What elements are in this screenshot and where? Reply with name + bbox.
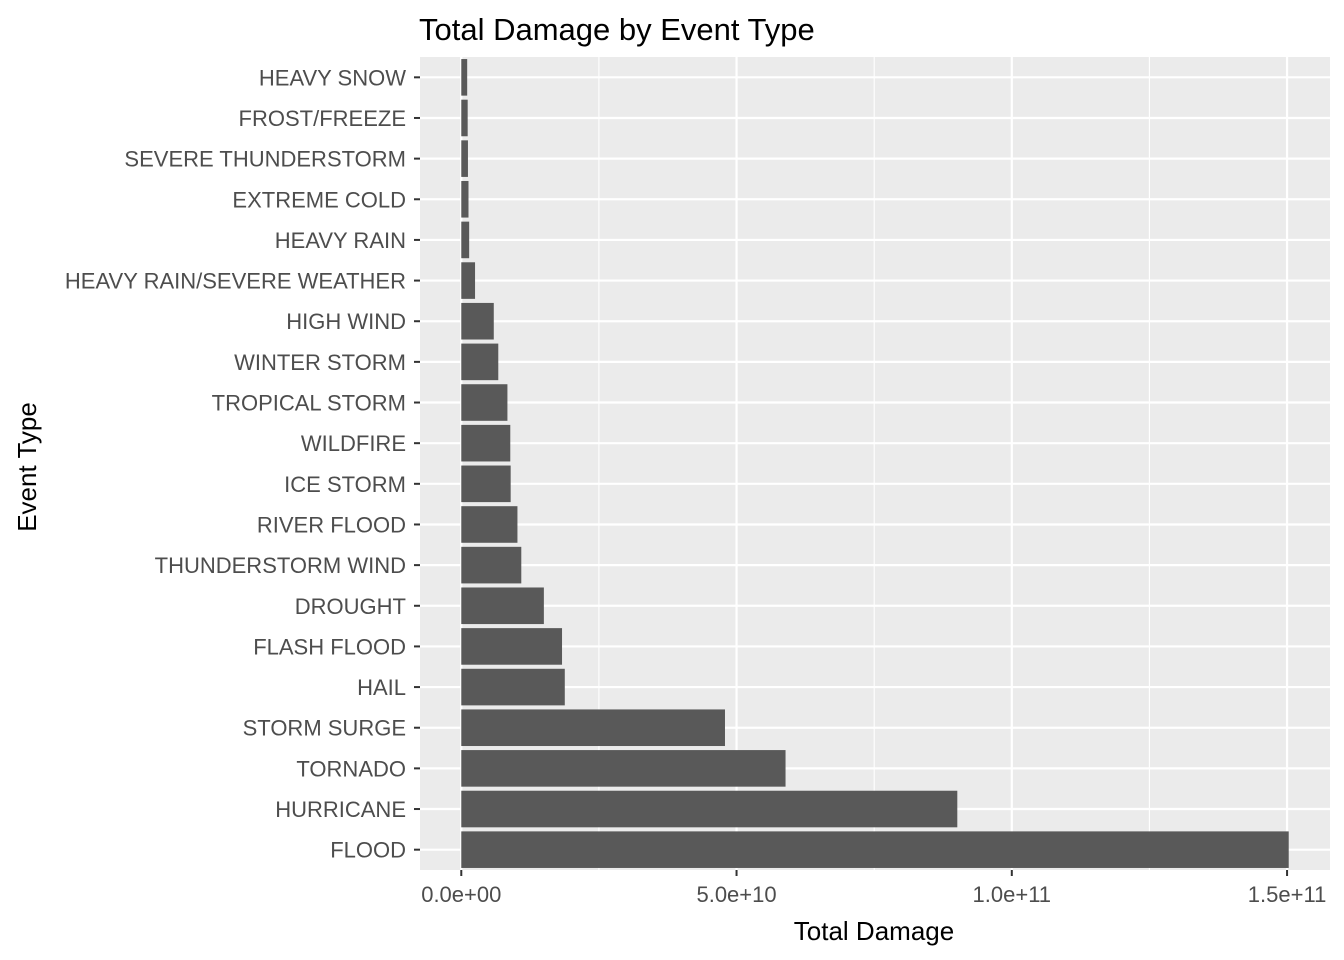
y-tick-label: FROST/FREEZE (239, 106, 406, 131)
bar-high-wind (461, 302, 494, 340)
x-tick-label: 1.0e+11 (973, 882, 1052, 907)
y-tick-label: RIVER FLOOD (257, 512, 406, 537)
bar-drought (461, 587, 544, 625)
bar-tropical-storm (461, 384, 508, 421)
y-axis-title: Event Type (12, 402, 42, 532)
y-tick-label: FLOOD (330, 838, 406, 863)
y-tick-label: EXTREME COLD (232, 187, 406, 212)
bar-river-flood (461, 506, 518, 543)
y-tick-label: WINTER STORM (234, 350, 406, 375)
bar-heavy-rain (461, 221, 470, 259)
y-tick-label: HEAVY RAIN (275, 228, 406, 253)
major-gridlines (420, 57, 1330, 870)
x-tick-label: 1.5e+11 (1248, 882, 1327, 907)
bar-thunderstorm-wind (461, 546, 522, 584)
plot-panel (420, 57, 1330, 870)
bar-tornado (461, 750, 786, 787)
bar-winter-storm (461, 343, 499, 381)
x-tick-label: 5.0e+10 (696, 882, 776, 907)
y-tick-label: DROUGHT (295, 594, 406, 619)
y-tick-label: STORM SURGE (243, 716, 406, 741)
x-axis-title: Total Damage (794, 916, 954, 946)
y-tick-label: HIGH WIND (286, 309, 406, 334)
y-tick-label: FLASH FLOOD (253, 634, 406, 659)
y-tick-label: TORNADO (296, 756, 406, 781)
x-tick-label: 0.0e+00 (421, 882, 501, 907)
y-axis: FLOOD HURRICANE TORNADO STORM SURGE HAIL FLAS… (65, 65, 420, 863)
x-axis: 0.0e+00 5.0e+10 1.0e+11 1.5e+11 (421, 870, 1326, 907)
bar-extreme-cold (461, 180, 469, 218)
bar-ice-storm (461, 465, 511, 503)
y-tick-label: TROPICAL STORM (212, 391, 406, 416)
bar-hurricane (461, 790, 958, 828)
y-tick-label: HEAVY SNOW (259, 65, 406, 90)
bar-storm-surge (461, 709, 725, 747)
bar-frost-freeze (461, 99, 468, 137)
bars (461, 59, 1289, 868)
y-tick-label: ICE STORM (284, 472, 406, 497)
bar-hail (461, 668, 565, 706)
bar-heavy-snow (461, 59, 468, 96)
bar-wildfire (461, 424, 511, 462)
y-tick-label: HURRICANE (275, 797, 406, 822)
bar-flood (461, 831, 1289, 868)
y-tick-label: HAIL (357, 675, 406, 700)
bar-heavy-rain-severe-weather (461, 262, 476, 299)
y-tick-label: SEVERE THUNDERSTORM (124, 147, 406, 172)
bar-flash-flood (461, 628, 563, 665)
bar-severe-thunderstorm (461, 140, 468, 177)
chart-title: Total Damage by Event Type (419, 12, 815, 47)
y-tick-label: HEAVY RAIN/SEVERE WEATHER (65, 269, 406, 294)
y-tick-label: THUNDERSTORM WIND (155, 553, 406, 578)
y-tick-label: WILDFIRE (301, 431, 406, 456)
